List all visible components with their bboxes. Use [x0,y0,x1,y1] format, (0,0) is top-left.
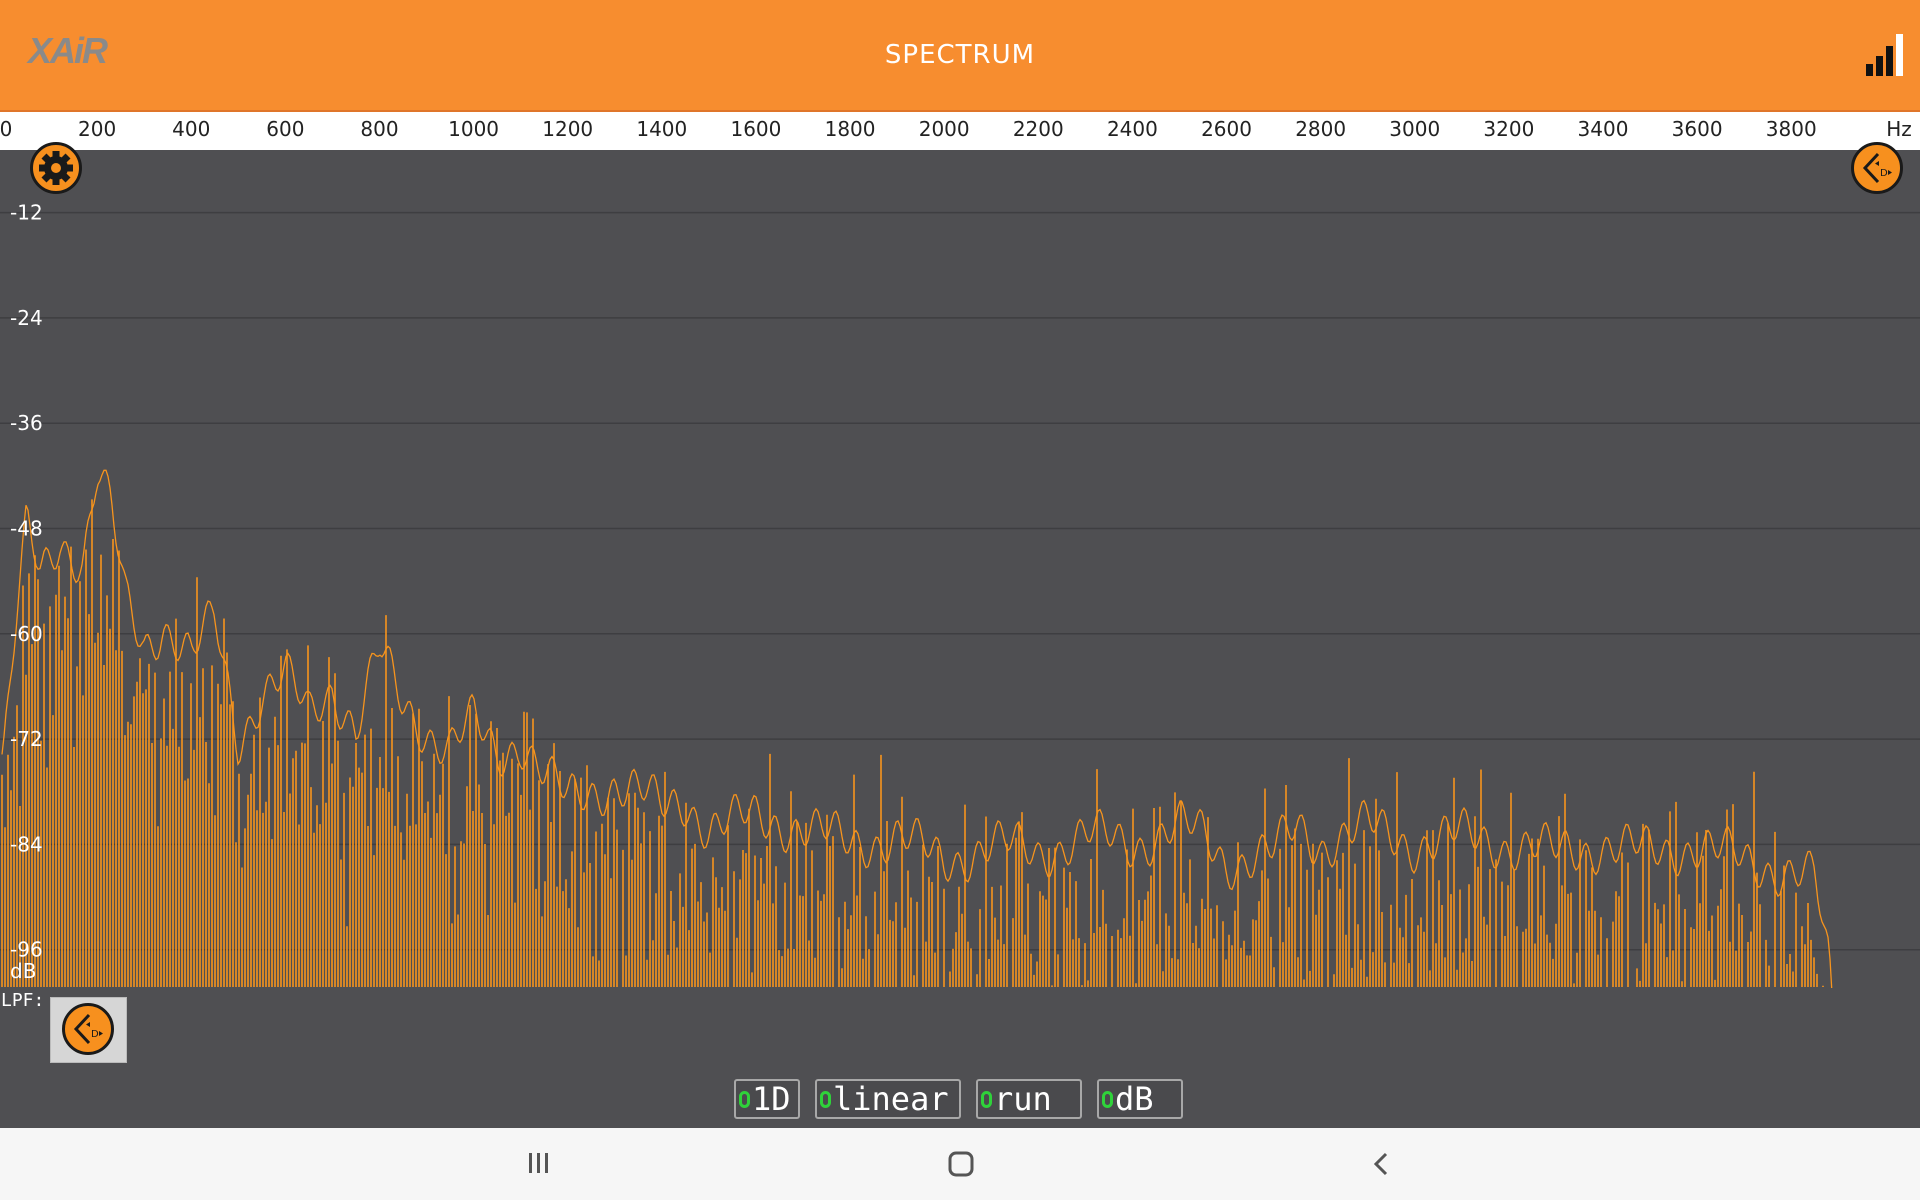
toggle-indicator [981,1090,992,1108]
y-tick-label: -48 [10,517,43,541]
spectrum-bars [1,499,1824,987]
x-tick-label: 2400 [1106,117,1158,141]
y-unit-label: dB [10,959,36,983]
peak-hold-line [1,469,1833,988]
x-tick-label: 3000 [1389,117,1441,141]
x-tick-label: 3800 [1765,117,1817,141]
x-tick-label: 800 [360,117,399,141]
x-tick-label: 1800 [824,117,876,141]
recents-icon[interactable] [526,1150,552,1176]
x-tick-label: 0 [0,117,13,141]
peak-hold-button[interactable]: D [1851,142,1903,194]
toggle-1d[interactable]: 1D [734,1079,800,1119]
toggle-indicator [820,1090,831,1108]
lpf-button[interactable]: D [50,997,127,1063]
y-tick-label: -36 [10,411,43,435]
gear-icon [39,151,73,185]
x-tick-label: 3400 [1577,117,1629,141]
toggle-db[interactable]: dB [1097,1079,1183,1119]
system-nav-bar [0,1128,1920,1200]
spectrum-chart: -12-24-36-48-60-72-84-96-108dB [0,201,1920,988]
back-chevron-icon: D [73,1013,103,1045]
lpf-label: LPF: [1,990,45,1011]
toggle-indicator [739,1090,750,1108]
frequency-axis: 0 200 400 600 800 1000 1200 1400 1600 1800 2000 220… [0,112,1920,150]
lpf-knob: D [62,1003,114,1055]
x-tick-label: 2000 [918,117,970,141]
x-tick-label: 1400 [636,117,688,141]
page-title: SPECTRUM [884,40,1036,70]
y-tick-label: -24 [10,306,43,330]
x-tick-label: 2800 [1295,117,1347,141]
x-tick-label: 1200 [542,117,594,141]
spectrum-plot[interactable]: -12-24-36-48-60-72-84-96-108dB [0,150,1920,988]
y-tick-label: -84 [10,832,43,856]
top-bar: XAiR SPECTRUM [0,0,1920,112]
back-chevron-icon: D [1862,152,1892,184]
home-icon[interactable] [947,1150,975,1178]
back-icon[interactable] [1370,1150,1394,1178]
x-tick-label: 2600 [1201,117,1252,141]
y-tick-label: -72 [10,727,43,751]
x-tick-label: 200 [78,117,117,141]
x-unit-label: Hz [1886,117,1912,141]
toggle-indicator [1102,1090,1113,1108]
toggle-linear[interactable]: linear [815,1079,961,1119]
svg-text:D: D [91,1029,99,1040]
toggle-run[interactable]: run [976,1079,1082,1119]
x-tick-label: 1000 [448,117,500,141]
y-tick-label: -60 [10,622,43,646]
x-tick-label: 400 [172,117,211,141]
y-tick-label: -12 [10,201,43,225]
x-tick-label: 3200 [1483,117,1535,141]
svg-text:D: D [1880,168,1888,179]
y-tick-label: -96 [10,938,43,962]
x-tick-label: 600 [266,117,305,141]
signal-strength-icon[interactable] [1866,34,1906,78]
x-tick-label: 1600 [730,117,782,141]
settings-button[interactable] [30,142,82,194]
xair-logo: XAiR [28,30,108,71]
x-tick-label: 2200 [1012,117,1064,141]
x-tick-label: 3600 [1671,117,1723,141]
